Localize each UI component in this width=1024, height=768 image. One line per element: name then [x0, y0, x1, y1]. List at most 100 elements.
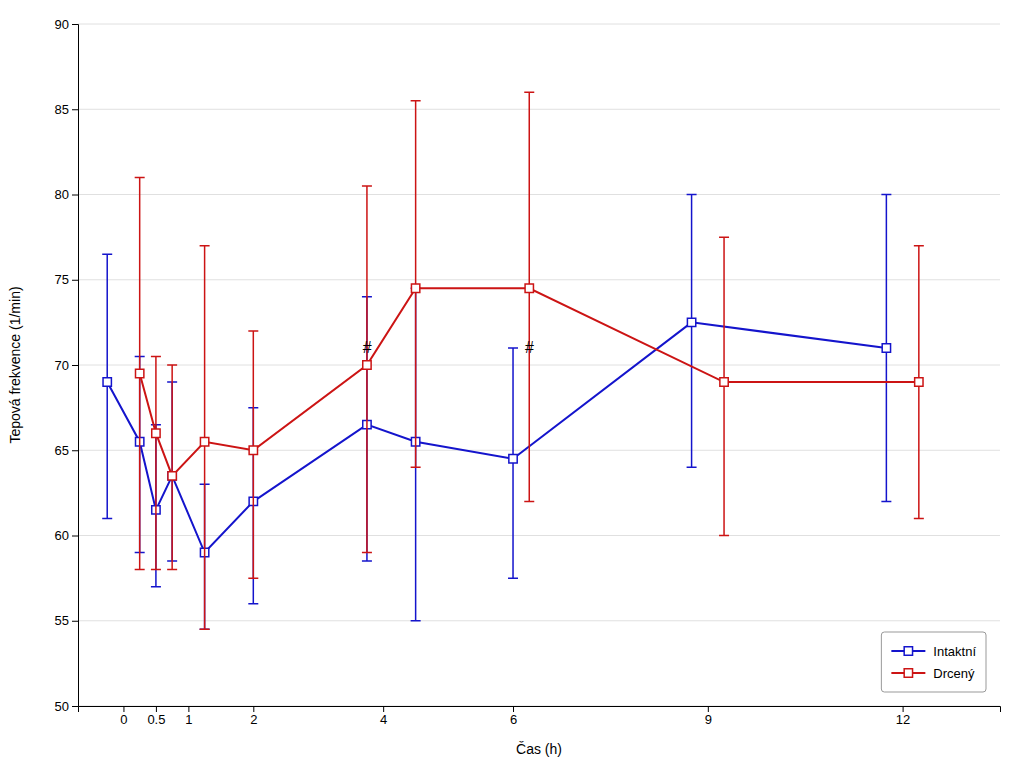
grid — [78, 24, 1000, 706]
chart: 00.51246912505560657075808590##IntaktníD… — [0, 0, 1024, 768]
error-bar — [167, 365, 177, 570]
annotation: # — [362, 339, 372, 356]
marker — [152, 429, 160, 437]
tick-mark — [72, 706, 78, 707]
error-bar — [248, 331, 258, 578]
marker — [411, 284, 419, 292]
tick: 75 — [55, 272, 78, 287]
tick: 6 — [510, 706, 517, 727]
tick-mark — [383, 706, 384, 712]
tick: 9 — [705, 706, 712, 727]
error-bar — [102, 254, 112, 518]
marker — [720, 378, 728, 386]
tick-label: 85 — [55, 102, 69, 117]
error-bar — [411, 101, 421, 468]
legend-marker — [904, 669, 912, 677]
error-bar — [524, 92, 534, 501]
tick-label: 1 — [185, 712, 192, 727]
legend-marker — [904, 647, 912, 655]
tick: 65 — [55, 443, 78, 458]
annotation: # — [525, 339, 535, 356]
error-bar — [200, 246, 210, 630]
tick: 1 — [185, 706, 192, 727]
marker — [168, 472, 176, 480]
tick-mark — [72, 24, 78, 25]
series — [102, 195, 891, 630]
marker — [200, 438, 208, 446]
tick-label: 6 — [510, 712, 517, 727]
annotations: ## — [362, 339, 534, 356]
tick: 60 — [55, 528, 78, 543]
tick-mark — [72, 365, 78, 366]
error-bar — [508, 348, 518, 578]
y-axis: 50 55 60 65 70 75 80 85 90 — [55, 17, 79, 714]
tick-label: 9 — [705, 712, 712, 727]
grid-line — [78, 24, 1000, 25]
tick-mark — [72, 195, 78, 196]
tick-label: 80 — [55, 187, 69, 202]
tick-label: 2 — [250, 712, 257, 727]
marker — [168, 472, 176, 480]
tick-mark — [72, 280, 78, 281]
legend-item: Drcený — [891, 666, 975, 681]
grid-line — [78, 194, 1000, 195]
series-line — [107, 322, 886, 552]
grid-line — [78, 365, 1000, 366]
tick: 80 — [55, 187, 78, 202]
tick-label: 70 — [55, 358, 69, 373]
tick-label: 0 — [120, 712, 127, 727]
tick-mark — [708, 706, 709, 712]
error-bar — [687, 195, 697, 468]
error-bar — [719, 237, 729, 535]
marker — [136, 369, 144, 377]
legend-label: Intaktní — [933, 644, 976, 659]
error-bar — [881, 195, 891, 502]
tick-mark — [72, 109, 78, 110]
grid-line — [78, 535, 1000, 536]
tick: 4 — [380, 706, 387, 727]
error-bar — [135, 177, 145, 569]
tick-mark — [253, 706, 254, 712]
tick: 50 — [55, 699, 78, 714]
legend-item: Intaktní — [891, 644, 976, 659]
tick: 0 — [120, 706, 127, 727]
tick-mark — [72, 450, 78, 451]
tick-label: 90 — [55, 17, 69, 32]
marks — [102, 92, 924, 629]
tick: 2 — [250, 706, 257, 727]
grid-line — [78, 620, 1000, 621]
tick-mark — [903, 706, 904, 712]
error-bar — [362, 186, 372, 553]
error-bar — [914, 246, 924, 519]
tick-label: 60 — [55, 528, 69, 543]
marker — [249, 446, 257, 454]
tick-label: 0.5 — [147, 712, 165, 727]
tick-mark — [72, 536, 78, 537]
tick-mark — [72, 621, 78, 622]
legend-label: Drcený — [933, 666, 975, 681]
tick-label: 4 — [380, 712, 387, 727]
tick: 12 — [896, 706, 910, 727]
tick-mark — [123, 706, 124, 712]
tick-mark — [188, 706, 189, 712]
error-bar — [151, 356, 161, 569]
marker — [882, 344, 890, 352]
marker — [915, 378, 923, 386]
legend: Intaktní Drcený — [881, 632, 986, 692]
x-axis-title: Čas (h) — [516, 741, 562, 757]
x-axis: 00.51246912 — [79, 706, 1001, 727]
tick: 70 — [55, 358, 78, 373]
tick-label: 65 — [55, 443, 69, 458]
marker — [525, 284, 533, 292]
tick-mark — [513, 706, 514, 712]
marker — [103, 378, 111, 386]
tick: 0.5 — [147, 706, 165, 727]
grid-line — [78, 279, 1000, 280]
axis-line — [72, 25, 79, 707]
tick: 55 — [55, 613, 78, 628]
legend-frame — [881, 632, 986, 692]
plot: 00.51246912505560657075808590##IntaktníD… — [55, 17, 1001, 728]
series — [135, 92, 924, 629]
tick-label: 12 — [896, 712, 910, 727]
tick: 90 — [55, 17, 78, 32]
